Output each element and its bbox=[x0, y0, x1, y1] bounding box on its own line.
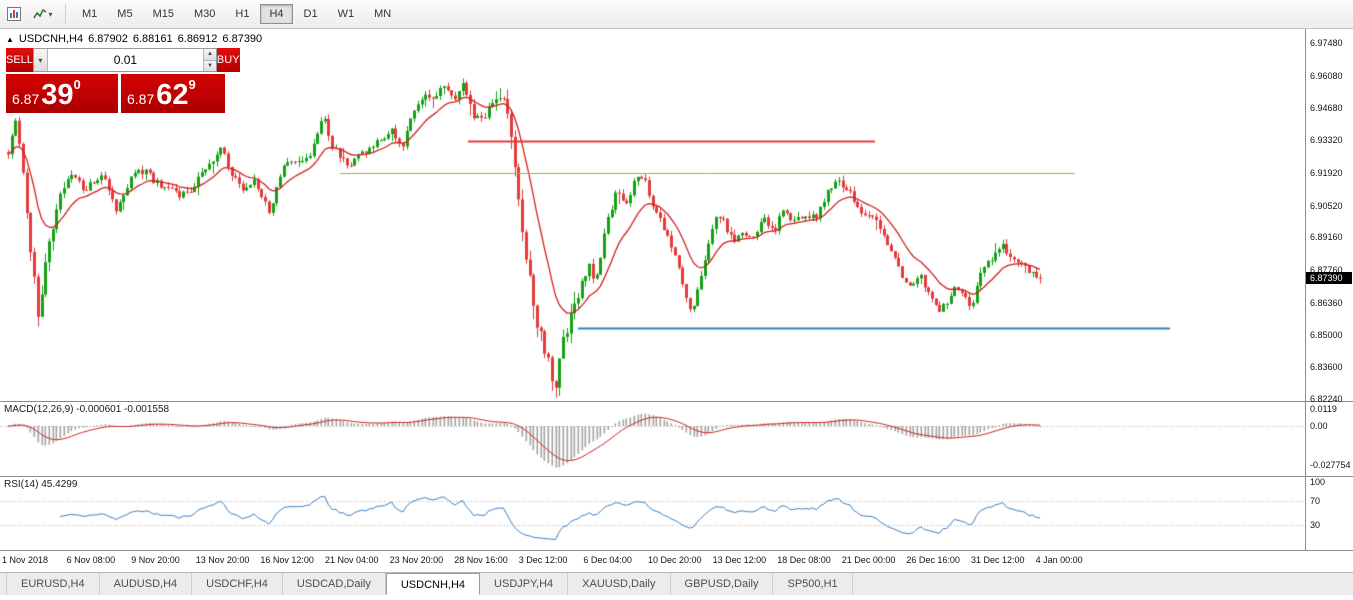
macd-axis-label: 0.0119 bbox=[1310, 404, 1337, 415]
symbol-tab-xauusd[interactable]: XAUUSD,Daily bbox=[568, 573, 671, 595]
timeframe-H4[interactable]: H4 bbox=[260, 4, 293, 24]
time-axis-label: 13 Dec 12:00 bbox=[712, 555, 767, 565]
time-axis-label: 28 Nov 16:00 bbox=[454, 555, 508, 565]
timeframe-M1[interactable]: M1 bbox=[73, 4, 106, 24]
open-value: 6.87902 bbox=[88, 33, 128, 45]
time-axis-label: 6 Nov 08:00 bbox=[66, 555, 116, 565]
time-axis-label: 23 Nov 20:00 bbox=[389, 555, 444, 565]
timeframe-D1[interactable]: D1 bbox=[295, 4, 327, 24]
price-axis-label: 6.93320 bbox=[1310, 135, 1343, 146]
macd-label: MACD(12,26,9) -0.000601 -0.001558 bbox=[4, 404, 170, 415]
price-axis-label: 6.83600 bbox=[1310, 362, 1343, 373]
indicators-icon[interactable]: ▾ bbox=[27, 3, 59, 25]
macd-chart[interactable] bbox=[0, 402, 1305, 477]
buy-price-big: 62 bbox=[156, 79, 189, 111]
sell-price-prefix: 6.87 bbox=[12, 91, 40, 107]
time-axis-label: 26 Dec 16:00 bbox=[906, 555, 960, 565]
symbol-tab-eurusd[interactable]: EURUSD,H4 bbox=[6, 573, 100, 595]
buy-price-display[interactable]: 6.87 62 9 bbox=[121, 74, 225, 113]
one-click-trading-widget: SELL ▾ ▲ ▼ BUY 6.87 39 0 6.87 62 9 bbox=[6, 48, 240, 113]
lot-increase-icon[interactable]: ▲ bbox=[203, 49, 216, 61]
chart-tab-bar: EURUSD,H4 AUDUSD,H4 USDCHF,H4 USDCAD,Daily U… bbox=[0, 572, 1353, 595]
sell-price-big: 39 bbox=[41, 79, 74, 111]
current-price-tag: 6.87390 bbox=[1306, 271, 1352, 284]
symbol-tab-usdcad[interactable]: USDCAD,Daily bbox=[283, 573, 386, 595]
symbol-tab-audusd[interactable]: AUDUSD,H4 bbox=[100, 573, 193, 595]
price-axis-label: 6.97480 bbox=[1310, 38, 1343, 48]
symbol-tab-gbpusd[interactable]: GBPUSD,Daily bbox=[671, 573, 774, 595]
time-axis-label: 1 Nov 2018 bbox=[2, 555, 49, 565]
time-axis-label: 16 Nov 12:00 bbox=[260, 555, 314, 565]
lot-size-control: ▾ ▲ ▼ bbox=[32, 48, 217, 72]
time-axis-label: 31 Dec 12:00 bbox=[971, 555, 1025, 565]
time-axis-label: 9 Nov 20:00 bbox=[131, 555, 180, 565]
high-value: 6.88161 bbox=[132, 33, 173, 45]
macd-axis-label: -0.027754 bbox=[1310, 460, 1351, 471]
lot-dropdown-icon[interactable]: ▾ bbox=[33, 49, 48, 71]
rsi-chart[interactable] bbox=[0, 477, 1305, 551]
symbol-tab-sp500[interactable]: SP500,H1 bbox=[773, 573, 853, 595]
price-axis-label: 6.90520 bbox=[1310, 200, 1343, 211]
lot-stepper: ▲ ▼ bbox=[202, 49, 216, 71]
time-axis-label: 21 Nov 04:00 bbox=[325, 555, 379, 565]
rsi-axis-label: 100 bbox=[1310, 477, 1326, 487]
price-axis-label: 6.89160 bbox=[1310, 232, 1343, 243]
symbol-tab-usdcnh[interactable]: USDCNH,H4 bbox=[385, 573, 481, 595]
price-axis-label: 6.96080 bbox=[1310, 70, 1343, 81]
price-axis-label: 6.91920 bbox=[1310, 167, 1343, 178]
lot-decrease-icon[interactable]: ▼ bbox=[203, 60, 216, 71]
price-axis[interactable]: 6.97480 6.96080 6.94680 6.93320 6.91920 6.905… bbox=[1305, 29, 1353, 404]
chart-window-icon[interactable] bbox=[3, 3, 25, 25]
price-axis-label: 6.87760 bbox=[1310, 265, 1343, 276]
time-axis-label: 6 Dec 04:00 bbox=[583, 555, 632, 565]
symbol-tab-usdchf[interactable]: USDCHF,H4 bbox=[192, 573, 283, 595]
sell-price-display[interactable]: 6.87 39 0 bbox=[6, 74, 118, 113]
sell-button[interactable]: SELL bbox=[6, 48, 33, 72]
timeframe-MN[interactable]: MN bbox=[365, 4, 400, 24]
rsi-label: RSI(14) 45.4299 bbox=[4, 479, 78, 490]
timeframe-M5[interactable]: M5 bbox=[108, 4, 141, 24]
price-axis-label: 6.82240 bbox=[1310, 394, 1343, 404]
sell-price-pip: 0 bbox=[73, 77, 81, 92]
price-axis-label: 6.94680 bbox=[1310, 103, 1343, 114]
top-toolbar: ▾ M1 M5 M15 M30 H1 H4 D1 W1 MN bbox=[0, 0, 1353, 29]
time-axis[interactable]: 1 Nov 2018 6 Nov 08:00 9 Nov 20:00 13 Nov 2… bbox=[0, 551, 1353, 572]
buy-price-pip: 9 bbox=[188, 77, 196, 92]
rsi-axis-label: 70 bbox=[1310, 495, 1321, 506]
macd-axis-label: 0.00 bbox=[1310, 421, 1328, 432]
main-chart-panel: ▲ USDCNH,H4 6.87902 6.88161 6.86912 6.87… bbox=[0, 29, 1353, 404]
indicators-dropdown-icon: ▾ bbox=[48, 9, 53, 19]
price-axis-label: 6.86360 bbox=[1310, 297, 1343, 308]
close-value: 6.87390 bbox=[222, 33, 263, 45]
rsi-panel: RSI(14) 45.4299 100 70 30 bbox=[0, 477, 1353, 551]
time-axis-label: 3 Dec 12:00 bbox=[518, 555, 568, 565]
buy-button[interactable]: BUY bbox=[216, 48, 240, 72]
timeframe-M30[interactable]: M30 bbox=[185, 4, 224, 24]
toolbar-separator bbox=[65, 4, 66, 24]
timeframe-H1[interactable]: H1 bbox=[226, 4, 258, 24]
timeframe-M15[interactable]: M15 bbox=[144, 4, 183, 24]
macd-panel: MACD(12,26,9) -0.000601 -0.001558 0.0119… bbox=[0, 402, 1353, 477]
price-axis-label: 6.85000 bbox=[1310, 329, 1343, 340]
rsi-axis[interactable]: 100 70 30 bbox=[1305, 477, 1353, 550]
timeframe-W1[interactable]: W1 bbox=[329, 4, 364, 24]
time-axis-label: 18 Dec 08:00 bbox=[777, 555, 831, 565]
timeframe-group: M1 M5 M15 M30 H1 H4 D1 W1 MN bbox=[72, 4, 401, 24]
time-axis-label: 4 Jan 00:00 bbox=[1035, 555, 1083, 565]
time-axis-label: 10 Dec 20:00 bbox=[648, 555, 702, 565]
symbol-label: USDCNH,H4 bbox=[18, 33, 84, 45]
buy-price-prefix: 6.87 bbox=[127, 91, 155, 107]
chart-marker-icon: ▲ bbox=[6, 34, 14, 44]
time-axis-label: 13 Nov 20:00 bbox=[195, 555, 250, 565]
low-value: 6.86912 bbox=[177, 33, 218, 45]
rsi-axis-label: 30 bbox=[1310, 520, 1321, 531]
lot-size-input[interactable] bbox=[47, 49, 203, 71]
macd-axis[interactable]: 0.0119 0.00 -0.027754 bbox=[1305, 402, 1353, 476]
ohlc-header: ▲ USDCNH,H4 6.87902 6.88161 6.86912 6.87… bbox=[6, 33, 262, 45]
symbol-tab-usdjpy[interactable]: USDJPY,H4 bbox=[480, 573, 569, 595]
time-axis-label: 21 Dec 00:00 bbox=[841, 555, 896, 565]
